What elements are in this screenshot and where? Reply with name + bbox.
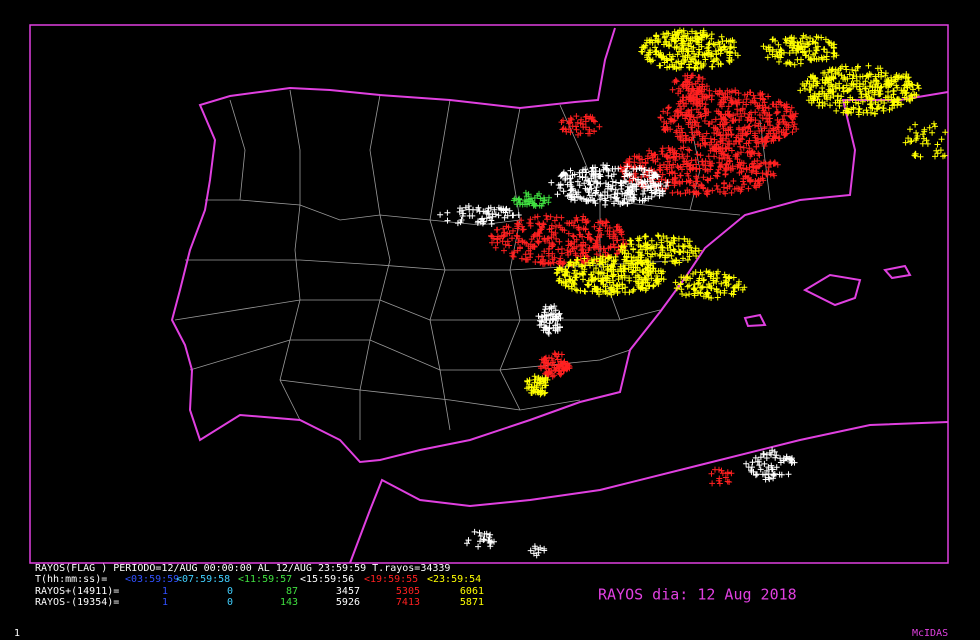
strike-cluster (510, 189, 552, 209)
coastlines (170, 27, 949, 564)
strike-cluster (638, 27, 741, 72)
count: 0 (227, 597, 233, 608)
count: 5871 (460, 597, 484, 608)
lightning-strikes (437, 27, 949, 559)
legend: <03:59:59<07:59:58 <11:59:57 <15:59:56 <19:… (35, 574, 484, 608)
count: 6061 (460, 586, 484, 597)
strike-cluster (524, 373, 551, 398)
count: 143 (280, 597, 298, 608)
strike-cluster (464, 528, 497, 550)
strike-cluster (535, 303, 564, 337)
strike-cluster (553, 253, 667, 298)
strike-cluster (488, 212, 630, 268)
day-title: RAYOS dia: 12 Aug 2018 (598, 586, 797, 604)
strike-cluster (760, 32, 840, 68)
coastline (349, 421, 949, 564)
map-frame (29, 24, 949, 564)
coastline (170, 27, 949, 464)
strike-cluster (708, 466, 735, 487)
count: 1 (162, 597, 168, 608)
strike-cluster (617, 232, 702, 267)
count: 7413 (396, 597, 420, 608)
row-label: RAYOS+(14911)= (35, 586, 119, 597)
province-border (279, 379, 581, 411)
row-label: RAYOS-(19354)= (35, 597, 119, 608)
count: 5305 (396, 586, 420, 597)
count: 5926 (336, 597, 360, 608)
time-break: <15:59:56 (300, 574, 354, 585)
province-border (189, 339, 631, 371)
province-border (229, 99, 521, 226)
time-break: <19:59:55 (364, 574, 418, 585)
island (743, 264, 912, 328)
time-break: <03:59:59 (125, 574, 179, 585)
count: 1 (162, 586, 168, 597)
province-border (279, 89, 301, 421)
time-break: <23:59:54 (427, 574, 481, 585)
time-break: <07:59:58 (176, 574, 230, 585)
strike-cluster (743, 447, 798, 483)
count: 0 (227, 586, 233, 597)
province-border (359, 94, 391, 440)
time-break: <11:59:57 (238, 574, 292, 585)
header-line: RAYOS(FLAG ) PERIODO=12/AUG 00:00:00 AL … (35, 563, 450, 574)
time-label: T(hh:mm:ss)= (35, 574, 107, 585)
strike-cluster (902, 120, 949, 160)
count: 87 (286, 586, 298, 597)
strike-cluster (797, 62, 922, 118)
frame-number: 1 (14, 628, 20, 639)
count: 3457 (336, 586, 360, 597)
software-label: McIDAS (912, 628, 948, 639)
strike-cluster (558, 113, 603, 138)
strike-cluster (527, 543, 548, 559)
strike-cluster (537, 350, 573, 380)
strike-cluster (669, 72, 713, 107)
strike-cluster (437, 203, 522, 227)
strike-cluster (672, 268, 748, 301)
strike-cluster (548, 162, 671, 208)
